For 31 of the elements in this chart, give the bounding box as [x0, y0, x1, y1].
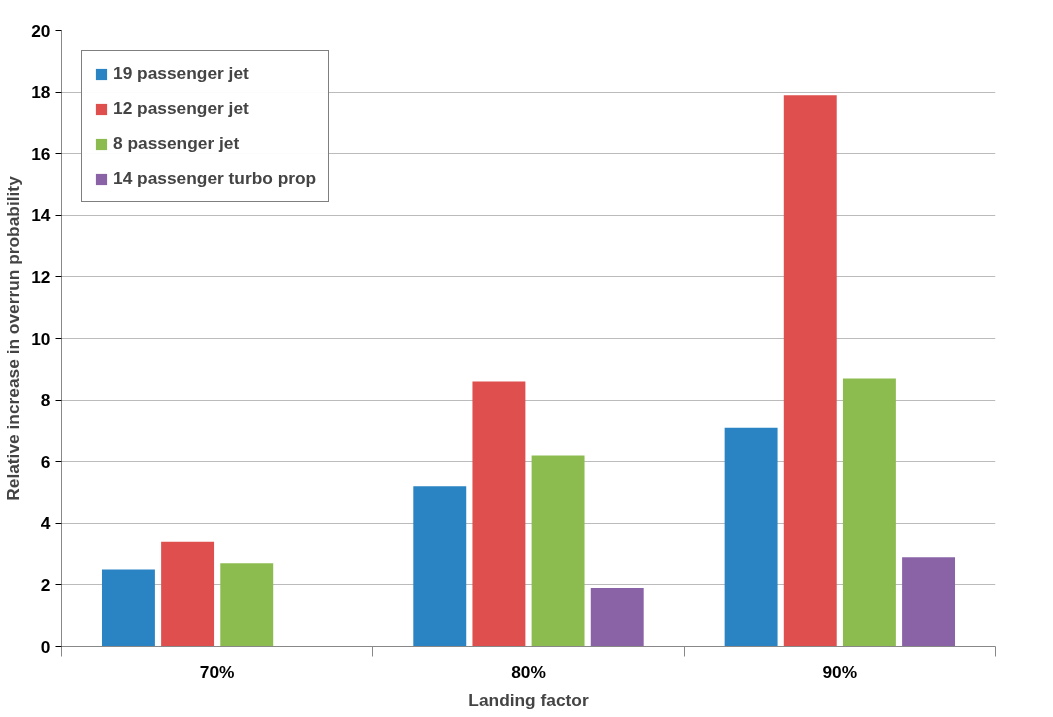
- legend-label: 12 passenger jet: [113, 98, 249, 119]
- bar: [101, 569, 155, 647]
- legend-label: 14 passenger turbo prop: [113, 168, 317, 189]
- x-tick-label: 80%: [511, 661, 546, 682]
- bar: [531, 455, 585, 647]
- bar: [472, 381, 526, 647]
- bar: [842, 378, 896, 647]
- y-axis-title: Relative increase in overrun probability: [3, 175, 24, 501]
- bar: [783, 95, 837, 647]
- y-tick-label: 12: [31, 266, 51, 287]
- y-tick-label: 20: [31, 20, 51, 41]
- bar: [413, 486, 467, 647]
- y-tick-label: 10: [31, 328, 51, 349]
- x-tick-label: 70%: [199, 661, 235, 682]
- bar: [590, 587, 644, 647]
- y-tick-label: 8: [40, 390, 51, 411]
- y-tick-label: 4: [40, 513, 51, 534]
- x-axis-title: Landing factor: [468, 689, 589, 710]
- y-tick-label: 2: [40, 574, 51, 595]
- y-tick-label: 6: [40, 451, 51, 472]
- legend-label: 19 passenger jet: [113, 63, 249, 84]
- y-tick-label: 14: [31, 205, 51, 226]
- legend-label: 8 passenger jet: [113, 133, 240, 154]
- bar: [220, 563, 274, 647]
- y-tick-label: 0: [40, 636, 51, 657]
- bar: [161, 541, 215, 647]
- bar: [902, 557, 956, 647]
- bar: [724, 427, 778, 647]
- x-tick-label: 90%: [822, 661, 858, 682]
- y-tick-label: 18: [31, 82, 51, 103]
- y-tick-label: 16: [31, 143, 51, 164]
